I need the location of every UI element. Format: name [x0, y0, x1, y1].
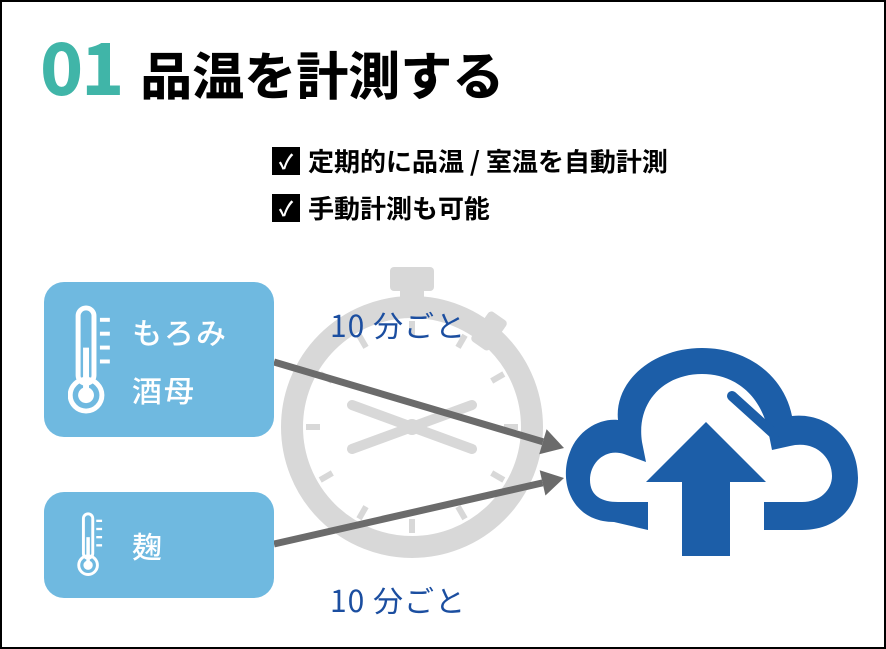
interval-label: 10 分ごと: [330, 302, 466, 346]
source-label: 酒母: [132, 367, 228, 411]
source-box: もろみ酒母: [44, 282, 274, 437]
infographic-frame: 01 品温を計測する ✓ 定期的に品温 / 室温を自動計測 ✓ 手動計測も可能 …: [0, 0, 886, 649]
thermometer-icon: [68, 508, 114, 583]
source-box: 麹: [44, 492, 274, 598]
source-label: 麹: [132, 523, 164, 567]
interval-label: 10 分ごと: [330, 577, 466, 621]
thermometer-icon: [68, 298, 114, 422]
source-label: もろみ: [132, 309, 228, 353]
source-labels: もろみ酒母: [132, 309, 228, 411]
source-labels: 麹: [132, 523, 164, 567]
